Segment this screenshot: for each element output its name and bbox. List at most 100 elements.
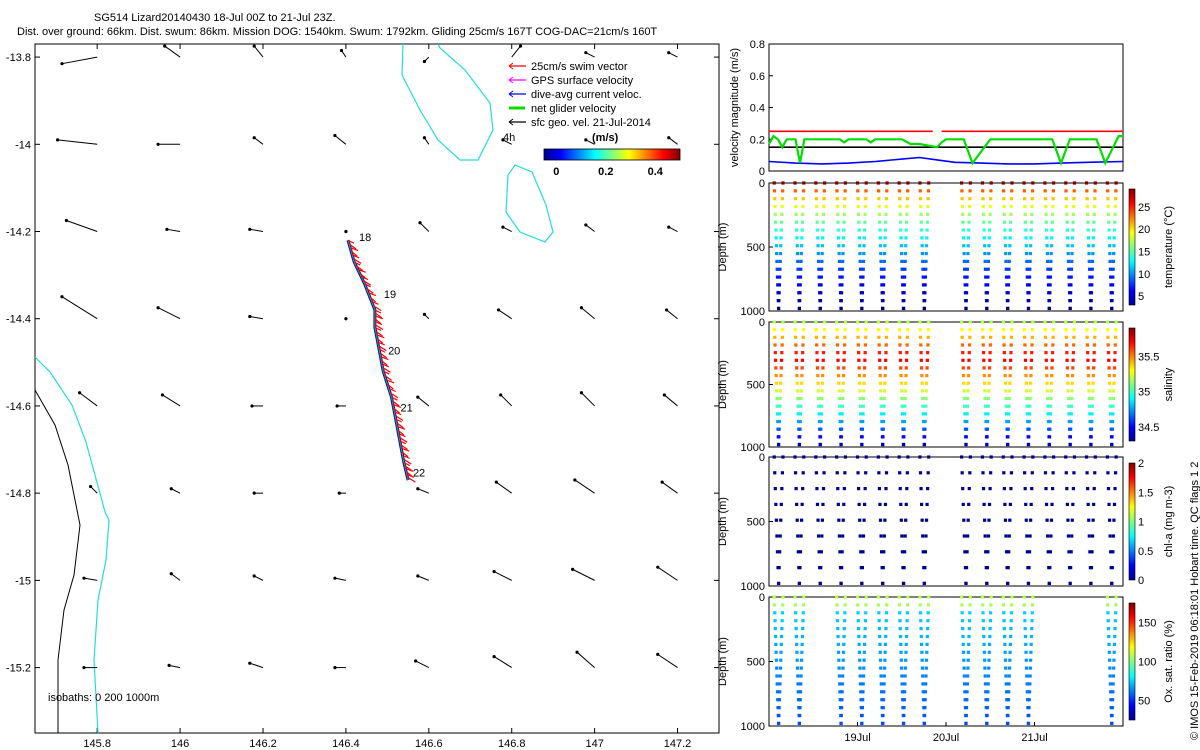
- profile-sample: [988, 487, 992, 491]
- profile-sample: [1112, 228, 1117, 232]
- profile-sample: [1092, 351, 1096, 355]
- profile-colorbar-tick-label: 0.5: [1138, 546, 1153, 558]
- profile-sample: [985, 566, 989, 570]
- profile-sample: [1109, 275, 1113, 279]
- profile-sample: [774, 642, 778, 647]
- profile-sample: [860, 566, 865, 570]
- profile-sample: [985, 706, 989, 710]
- profile-sample: [898, 343, 902, 347]
- profile-sample: [840, 698, 844, 702]
- profile-sample: [1050, 487, 1055, 491]
- profile-sample: [1070, 259, 1074, 263]
- profile-sample: [778, 690, 782, 694]
- profile-sample: [1107, 236, 1111, 240]
- profile-sample: [885, 328, 889, 332]
- profile-sample: [900, 404, 904, 408]
- profile-sample: [821, 212, 826, 216]
- profile-sample: [1003, 518, 1008, 522]
- profile-sample: [816, 396, 821, 401]
- profile-sample: [1112, 251, 1116, 256]
- profile-sample: [1028, 682, 1032, 686]
- profile-sample: [1044, 487, 1048, 491]
- profile-sample: [862, 244, 866, 248]
- profile-sample: [1027, 706, 1031, 710]
- profile-sample: [885, 181, 889, 185]
- profile-sample: [983, 674, 987, 678]
- profile-sample: [960, 619, 965, 623]
- swim-vector: [394, 414, 404, 421]
- profile-sample: [961, 487, 965, 491]
- profile-sample: [793, 611, 798, 615]
- profile-sample: [856, 611, 860, 615]
- profile-sample: [1051, 204, 1055, 209]
- profile-sample: [981, 197, 985, 201]
- profile-sample: [775, 251, 779, 256]
- profile-sample: [906, 189, 910, 193]
- profile-sample: [794, 627, 798, 631]
- geo-velocity-arrow: [82, 665, 98, 670]
- profile-sample: [968, 328, 972, 332]
- map-y-tick-label: -14.6: [6, 401, 31, 413]
- profile-sample: [818, 299, 823, 303]
- profile-sample: [856, 627, 861, 631]
- profile-sample: [1089, 581, 1093, 586]
- profile-sample: [906, 320, 910, 324]
- profile-sample: [1002, 204, 1006, 209]
- profile-sample: [795, 244, 799, 248]
- profile-sample: [815, 343, 819, 347]
- profile-sample: [965, 690, 969, 694]
- profile-sample: [1112, 236, 1116, 240]
- profile-sample: [920, 236, 924, 240]
- profile-sample: [1049, 404, 1053, 408]
- profile-sample: [843, 335, 847, 339]
- profile-sample: [1029, 358, 1034, 362]
- profile-sample: [863, 366, 867, 370]
- profile-sample: [898, 212, 902, 216]
- profile-sample: [1051, 189, 1055, 193]
- profile-sample: [1029, 658, 1033, 662]
- geo-velocity-arrow: [344, 317, 348, 321]
- profile-sample: [962, 259, 966, 263]
- profile-sample: [919, 212, 923, 216]
- profile-sample: [795, 236, 799, 240]
- profile-sample: [1025, 534, 1029, 538]
- profile-sample: [857, 236, 862, 240]
- profile-sample: [864, 471, 868, 475]
- profile-sample: [897, 320, 901, 324]
- swim-vector: [374, 318, 382, 325]
- profile-sample: [837, 381, 841, 385]
- profile-sample: [1045, 518, 1049, 522]
- profile-sample: [1006, 299, 1010, 303]
- profile-sample: [1050, 220, 1054, 224]
- profile-sample: [1023, 471, 1027, 475]
- profile-sample: [1045, 381, 1049, 385]
- profile-sample: [819, 550, 823, 554]
- profile-sample: [1106, 471, 1110, 475]
- profile-sample: [1030, 328, 1035, 332]
- profile-sample: [1091, 236, 1095, 240]
- profile-sample: [898, 358, 903, 362]
- profile-sample: [1105, 320, 1109, 324]
- profile-sample: [1006, 566, 1010, 570]
- profile-sample: [816, 373, 820, 378]
- profile-sample: [1010, 603, 1014, 607]
- profile-sample: [926, 212, 930, 216]
- profile-sample: [879, 666, 883, 670]
- profile-sample: [924, 259, 928, 263]
- profile-sample: [1106, 328, 1110, 332]
- legend-arrowhead: [508, 62, 514, 70]
- profile-sample: [1072, 197, 1076, 201]
- profile-sample: [876, 455, 880, 459]
- profile-sample: [884, 627, 888, 631]
- profile-sample: [859, 690, 863, 694]
- profile-sample: [859, 412, 863, 416]
- profile-sample: [797, 442, 802, 447]
- profile-sample: [856, 619, 860, 623]
- profile-sample: [821, 373, 825, 378]
- profile-sample: [1046, 283, 1051, 287]
- profile-sample: [1084, 320, 1089, 324]
- profile-sample: [986, 396, 991, 401]
- profile-sample: [1113, 351, 1117, 355]
- profile-sample: [900, 412, 905, 416]
- profile-sample: [1092, 358, 1096, 362]
